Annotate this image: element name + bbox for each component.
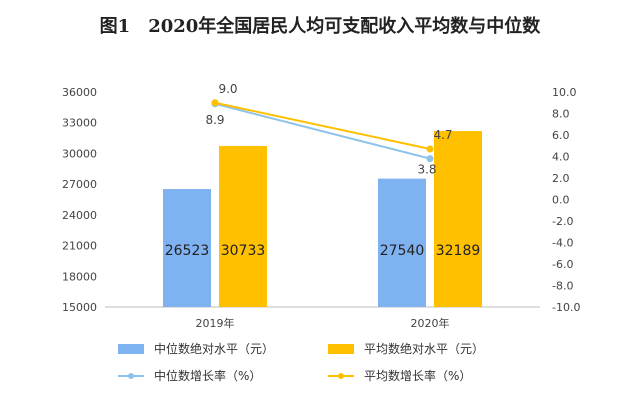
y-right-tick-label: -10.0 [552, 301, 580, 314]
mean-growth-line [214, 101, 431, 150]
legend-item-median-growth: 中位数增长率（%） [118, 367, 261, 384]
median-growth-point-label: 3.8 [417, 163, 436, 177]
y-right-tick-label: 10.0 [552, 86, 577, 99]
median-growth-line [214, 102, 431, 160]
chart-title: 图1 2020年全国居民人均可支配收入平均数与中位数 [0, 12, 640, 38]
y-right-tick-label: -4.0 [552, 237, 573, 250]
legend-label: 平均数增长率（%） [364, 369, 472, 383]
mean-growth-point-label: 4.7 [433, 128, 452, 142]
median-growth-point-label: 8.9 [205, 113, 224, 127]
legend-item-mean-level: 平均数绝对水平（元） [328, 340, 484, 357]
x-category-label: 2019年 [196, 316, 235, 330]
y-left-tick-label: 21000 [62, 240, 97, 253]
mean-growth-point [211, 99, 219, 107]
bars [163, 131, 482, 307]
legend-label: 中位数增长率（%） [154, 369, 262, 383]
bar-median-label: 27540 [380, 243, 425, 259]
lines [211, 99, 434, 163]
legend-swatch [118, 371, 144, 381]
y-right-tick-label: -2.0 [552, 215, 573, 228]
y-left-tick-label: 36000 [62, 86, 97, 99]
bar-mean-label: 32189 [436, 243, 481, 259]
legend-item-median-level: 中位数绝对水平（元） [118, 340, 274, 357]
y-left-tick-label: 15000 [62, 301, 97, 314]
y-right-tick-label: 0.0 [552, 194, 570, 207]
y-left-tick-label: 24000 [62, 209, 97, 222]
y-right-tick-label: 8.0 [552, 108, 570, 121]
bar-median [163, 189, 211, 307]
bar-mean [219, 145, 267, 307]
median-growth-point [426, 155, 434, 163]
y-right-tick-label: -6.0 [552, 258, 573, 271]
figure-number: 图1 [99, 16, 131, 37]
y-left-tick-label: 33000 [62, 117, 97, 130]
bar-median [378, 178, 426, 307]
mean-growth-point [426, 145, 434, 153]
axes: 15000 18000 21000 24000 27000 30000 33000 36000… [62, 86, 580, 330]
bar-mean-label: 30733 [221, 243, 266, 259]
legend-swatch [328, 343, 354, 354]
y-right-tick-label: 4.0 [552, 151, 570, 164]
mean-growth-point-label: 9.0 [218, 82, 237, 96]
y-right-tick-label: 2.0 [552, 172, 570, 185]
legend-label: 中位数绝对水平（元） [154, 342, 275, 356]
legend-label: 平均数绝对水平（元） [364, 342, 485, 356]
y-right-tick-label: -8.0 [552, 280, 573, 293]
legend-item-mean-growth: 平均数增长率（%） [328, 367, 471, 384]
y-left-tick-label: 30000 [62, 147, 97, 160]
y-left-tick-label: 27000 [62, 178, 97, 191]
bar-median-label: 26523 [165, 243, 210, 259]
labels: 26523 27540 30733 32189 8.9 3.8 9.0 4.7 [165, 82, 481, 259]
y-left-tick-label: 18000 [62, 270, 97, 283]
bar-mean [434, 131, 482, 307]
legend-swatch [118, 343, 144, 354]
x-category-label: 2020年 [411, 316, 450, 330]
title-text: 2020年全国居民人均可支配收入平均数与中位数 [148, 16, 541, 37]
legend-swatch [328, 371, 354, 381]
y-right-tick-label: 6.0 [552, 129, 570, 142]
